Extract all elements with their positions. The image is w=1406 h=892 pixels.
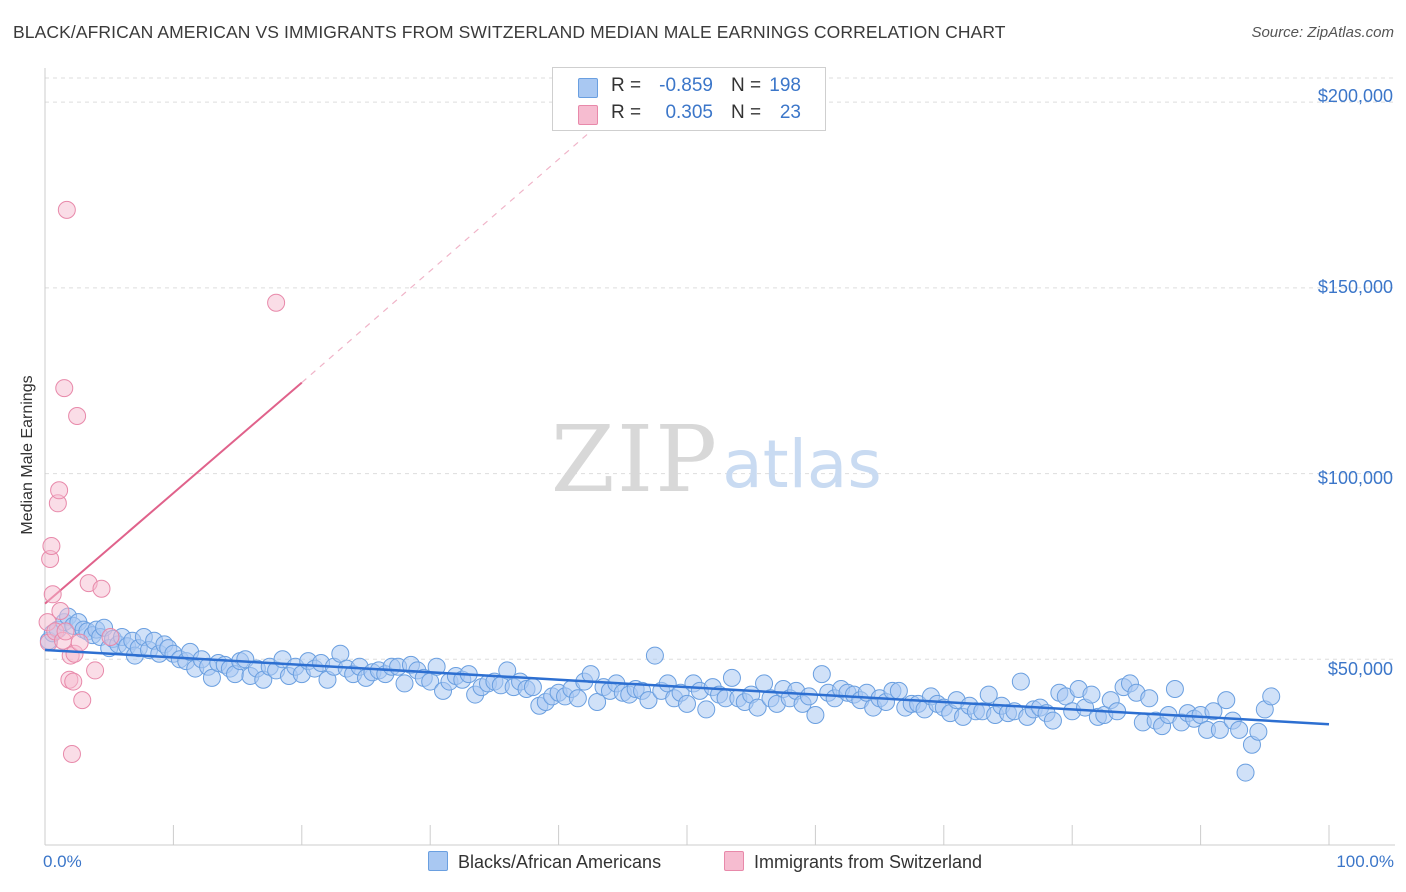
- pink-data-point: [57, 200, 76, 219]
- blue-data-point: [697, 700, 716, 719]
- watermark: ZIP atlas: [551, 406, 882, 513]
- blue-data-point: [1230, 720, 1249, 739]
- source-label: Source: ZipAtlas.com: [1251, 24, 1394, 41]
- legend-label: Blacks/African Americans: [458, 852, 662, 872]
- blue-data-point: [1204, 702, 1223, 721]
- legend-r-label: R =: [611, 102, 642, 123]
- chart-title: BLACK/AFRICAN AMERICAN VS IMMIGRANTS FRO…: [13, 22, 1006, 42]
- legend-n-label: N =: [731, 75, 762, 96]
- blue-series-points: [39, 607, 1281, 782]
- legend-swatch-pink: [578, 105, 598, 125]
- legend-row-blacks: R = -0.859 N = 198: [553, 75, 825, 101]
- legend-n-label: N =: [731, 102, 762, 123]
- pink-data-point: [64, 672, 83, 691]
- blue-data-point: [588, 693, 607, 711]
- pink-data-point: [43, 585, 62, 604]
- bottom-legend-swiss: Immigrants from Switzerland: [724, 851, 982, 873]
- legend-swatch-blue: [428, 851, 448, 871]
- blue-data-point: [1236, 763, 1255, 782]
- pink-data-point: [101, 628, 120, 646]
- blue-data-point: [799, 687, 818, 706]
- blue-data-point: [427, 657, 446, 676]
- blue-data-point: [1082, 685, 1101, 704]
- blue-data-point: [889, 681, 908, 700]
- y-tick-label: $50,000: [1327, 659, 1393, 679]
- watermark-atlas: atlas: [722, 426, 882, 503]
- blue-data-point: [1217, 691, 1236, 710]
- pink-data-point: [62, 745, 81, 763]
- blue-data-point: [722, 668, 741, 687]
- pink-data-point: [70, 633, 89, 652]
- legend-r-value: 0.305: [665, 102, 713, 123]
- blue-data-point: [1210, 720, 1229, 739]
- blue-data-point: [523, 678, 542, 697]
- pink-data-point: [86, 661, 105, 680]
- blue-data-point: [568, 689, 587, 708]
- blue-data-point: [1043, 711, 1062, 730]
- y-tick-label: $200,000: [1317, 86, 1393, 106]
- blue-data-point: [395, 674, 414, 693]
- watermark-zip: ZIP: [551, 406, 719, 513]
- legend-r-label: R =: [611, 75, 642, 96]
- blue-data-point: [658, 674, 677, 693]
- pink-data-point: [73, 691, 92, 710]
- legend-n-value: 198: [769, 75, 801, 96]
- blue-data-point: [812, 665, 831, 684]
- x-tick-label: 0.0%: [43, 852, 82, 871]
- blue-data-point: [639, 691, 658, 710]
- pink-data-point: [50, 481, 69, 500]
- pink-data-point: [51, 602, 70, 620]
- blue-data-point: [1140, 689, 1159, 708]
- pink-data-point: [42, 537, 61, 555]
- blue-data-point: [1249, 722, 1268, 741]
- blue-data-point: [202, 668, 221, 687]
- blue-trend-solid: [44, 648, 1330, 726]
- x-tick-label: 100.0%: [1336, 852, 1394, 871]
- y-tick-label: $150,000: [1317, 277, 1393, 297]
- y-axis-label: Median Male Earnings: [19, 375, 36, 535]
- pink-data-point: [267, 293, 286, 312]
- legend-row-swiss: R = 0.305 N = 23: [553, 102, 825, 128]
- blue-data-point: [1262, 687, 1281, 706]
- legend-n-value: 23: [779, 102, 801, 123]
- blue-data-point: [678, 694, 696, 713]
- blue-data-point: [1011, 672, 1030, 691]
- pink-data-point: [55, 379, 74, 398]
- pink-data-point: [92, 579, 111, 598]
- pink-trend-solid: [44, 381, 303, 605]
- axes: [44, 68, 1395, 846]
- blue-data-point: [1165, 680, 1184, 698]
- blue-data-point: [645, 646, 664, 665]
- bottom-legend-blacks: Blacks/African Americans: [428, 851, 661, 873]
- blue-data-point: [331, 644, 350, 663]
- legend-swatch-blue: [578, 78, 598, 98]
- blue-data-point: [979, 685, 998, 704]
- blue-trend-line: [44, 648, 1330, 726]
- y-tick-label: $100,000: [1317, 468, 1393, 488]
- pink-data-point: [68, 407, 87, 425]
- correlation-legend: R = -0.859 N = 198 R = 0.305 N = 23: [552, 67, 826, 131]
- legend-swatch-pink: [724, 851, 744, 871]
- blue-data-point: [498, 661, 517, 680]
- blue-data-point: [748, 698, 767, 717]
- blue-data-point: [806, 706, 825, 724]
- legend-r-value: -0.859: [659, 75, 713, 96]
- pink-trend-line: [44, 79, 651, 605]
- gridlines: [45, 77, 1395, 660]
- pink-data-point: [56, 622, 75, 641]
- legend-label: Immigrants from Switzerland: [754, 852, 983, 872]
